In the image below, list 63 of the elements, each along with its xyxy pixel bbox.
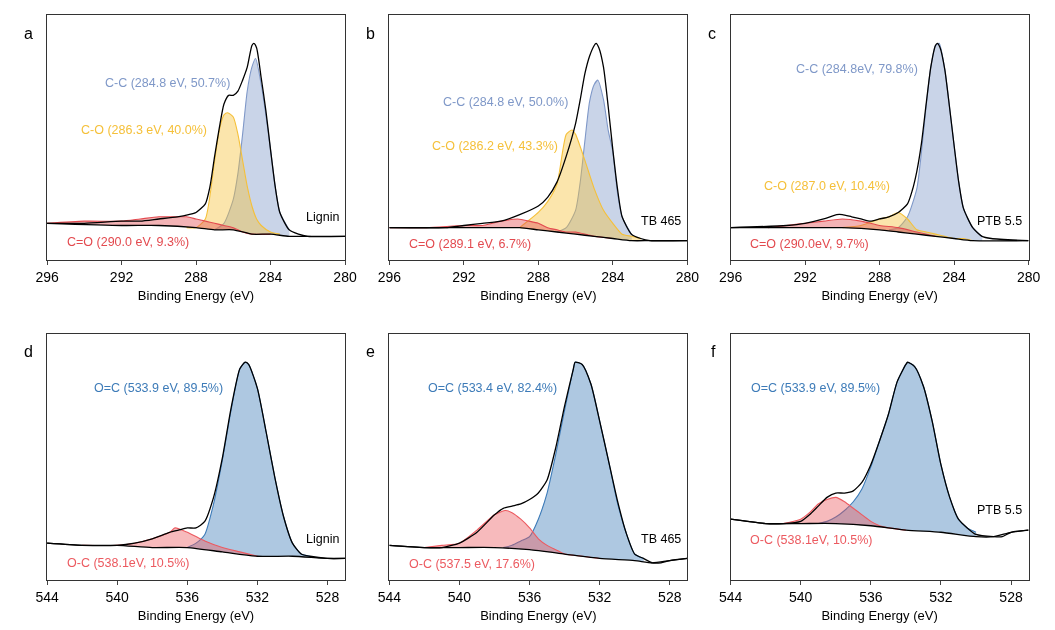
x-tick-label: 292: [109, 269, 134, 286]
x-axis-title: Binding Energy (eV): [137, 607, 255, 623]
series-label: C-C (284.8 eV, 50.7%): [105, 76, 231, 90]
series-label: O=C (533.9 eV, 89.5%): [751, 381, 881, 395]
x-tick-label: 528: [658, 589, 682, 606]
series-label: Lignin: [306, 532, 340, 546]
x-tick-label: 544: [718, 589, 743, 606]
series-label: TB 465: [641, 532, 682, 546]
chart-title: c: [708, 25, 716, 42]
series-label: C-C (284.8eV, 79.8%): [796, 62, 918, 76]
x-tick-label: 288: [867, 269, 892, 286]
x-tick-label: 280: [675, 269, 700, 286]
series-label: C=O (290.0eV, 9.7%): [750, 237, 869, 251]
series-label: O=C (533.4 eV, 82.4%): [428, 381, 558, 395]
x-tick-label: 288: [184, 269, 208, 286]
series-label: PTB 5.5: [977, 503, 1023, 517]
x-tick-label: 532: [587, 589, 612, 606]
x-tick-label: 528: [999, 589, 1023, 606]
x-tick-label: 292: [452, 269, 476, 286]
x-tick-label: 536: [517, 589, 542, 606]
x-tick-label: 544: [377, 589, 402, 606]
x-tick-label: 284: [601, 269, 625, 286]
series-label: C-O (287.0 eV, 10.4%): [764, 179, 890, 193]
x-tick-label: 540: [447, 589, 472, 606]
x-tick-label: 532: [929, 589, 953, 606]
series-label: PTB 5.5: [977, 214, 1023, 228]
series-label: C-O (286.3 eV, 40.0%): [81, 123, 207, 137]
x-tick-label: 284: [942, 269, 966, 286]
series-label: C-C (284.8 eV, 50.0%): [443, 95, 569, 109]
series-label: O-C (537.5 eV, 17.6%): [409, 557, 535, 571]
x-tick-label: 540: [789, 589, 813, 606]
x-tick-label: 280: [333, 269, 357, 286]
series-label: C=O (290.0 eV, 9.3%): [67, 235, 190, 249]
series-label: O-C (538.1eV, 10.5%): [67, 556, 190, 570]
chart-title: f: [711, 343, 716, 360]
x-tick-label: 288: [526, 269, 551, 286]
x-tick-label: 528: [315, 589, 340, 606]
series-label: TB 465: [641, 214, 682, 228]
x-axis-title: Binding Energy (eV): [137, 287, 255, 303]
chart-title: b: [366, 25, 375, 42]
series-label: O=C (533.9 eV, 89.5%): [94, 381, 224, 395]
series-label: O-C (538.1eV, 10.5%): [750, 533, 873, 547]
x-axis-title: Binding Energy (eV): [480, 607, 597, 623]
x-tick-label: 292: [793, 269, 817, 286]
x-tick-label: 536: [859, 589, 883, 606]
chart-title: a: [24, 25, 33, 42]
x-tick-label: 296: [377, 269, 402, 286]
x-tick-label: 540: [105, 589, 130, 606]
x-tick-label: 284: [258, 269, 283, 286]
x-axis-title: Binding Energy (eV): [821, 607, 938, 623]
chart-title: d: [24, 343, 33, 360]
x-tick-label: 532: [245, 589, 270, 606]
x-tick-label: 536: [175, 589, 200, 606]
series-label: C-O (286.2 eV, 43.3%): [432, 139, 558, 153]
series-label: Lignin: [306, 210, 340, 224]
x-tick-label: 296: [718, 269, 743, 286]
series-label: C=O (289.1 eV, 6.7%): [409, 237, 532, 251]
x-tick-label: 280: [1016, 269, 1041, 286]
x-axis-title: Binding Energy (eV): [480, 287, 597, 303]
chart-title: e: [366, 343, 375, 360]
x-tick-label: 296: [35, 269, 59, 286]
x-axis-title: Binding Energy (eV): [821, 287, 938, 303]
x-tick-label: 544: [35, 589, 59, 606]
